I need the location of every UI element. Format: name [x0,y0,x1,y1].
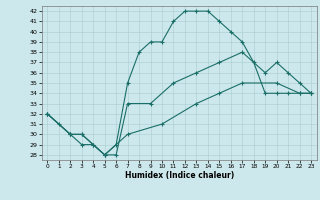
X-axis label: Humidex (Indice chaleur): Humidex (Indice chaleur) [124,171,234,180]
